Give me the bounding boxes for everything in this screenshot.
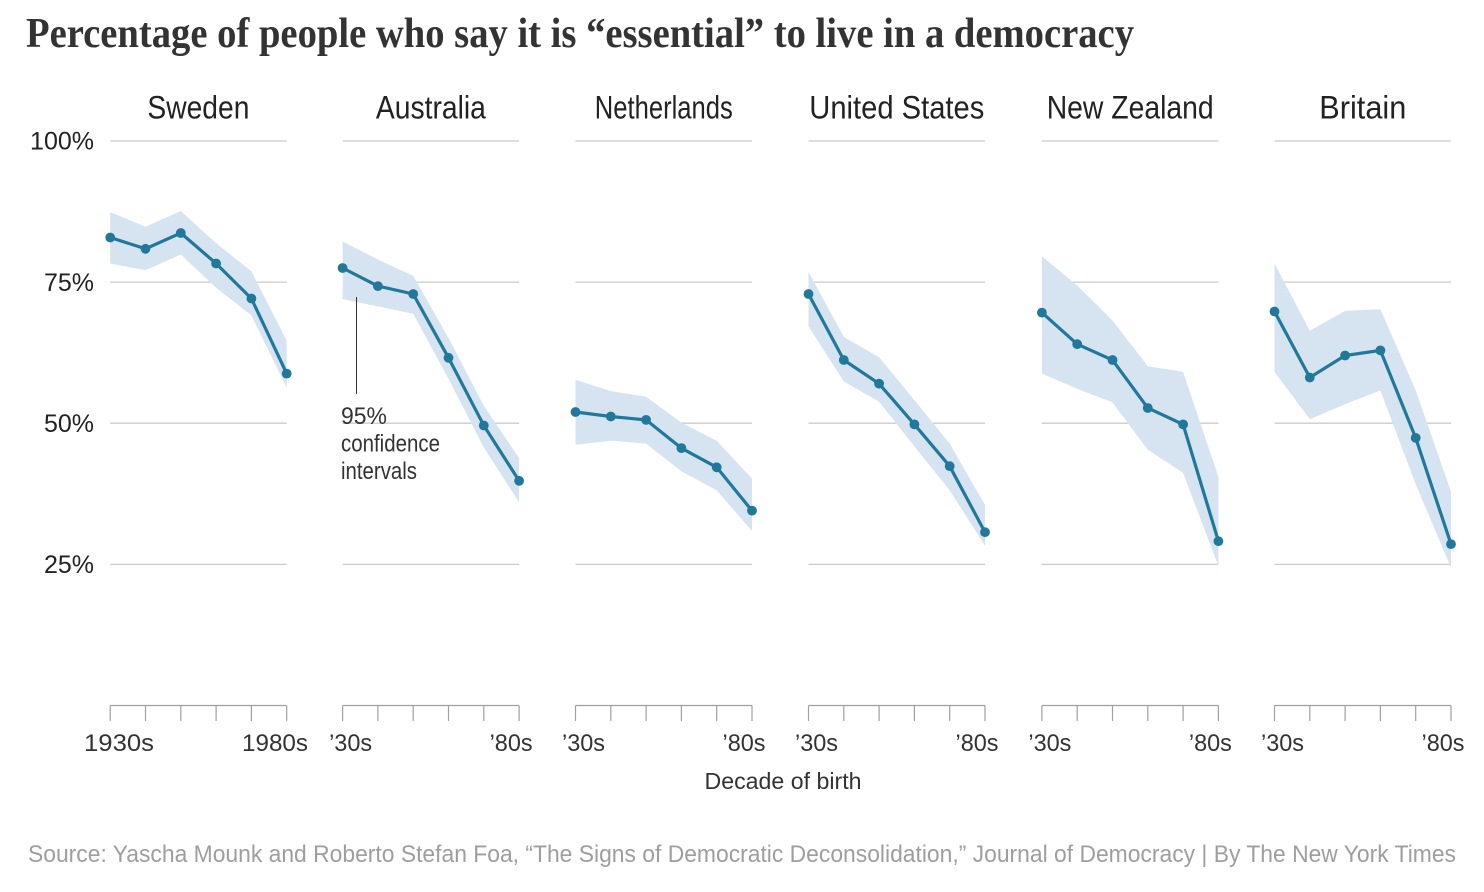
svg-text:’30s: ’30s xyxy=(795,730,838,757)
svg-text:New Zealand: New Zealand xyxy=(1047,90,1214,126)
svg-text:95%: 95% xyxy=(341,403,387,430)
svg-text:’80s: ’80s xyxy=(723,730,766,757)
svg-text:United States: United States xyxy=(809,90,984,126)
svg-text:Source: Yascha Mounk and Rober: Source: Yascha Mounk and Roberto Stefan … xyxy=(28,841,1456,868)
svg-text:’80s: ’80s xyxy=(1422,730,1465,757)
svg-text:1930s: 1930s xyxy=(84,730,154,757)
svg-text:’80s: ’80s xyxy=(1189,730,1232,757)
svg-text:’80s: ’80s xyxy=(956,730,999,757)
svg-text:’30s: ’30s xyxy=(1261,730,1304,757)
svg-text:’80s: ’80s xyxy=(490,730,533,757)
svg-text:confidence: confidence xyxy=(341,430,440,457)
svg-text:’30s: ’30s xyxy=(329,730,372,757)
svg-text:’30s: ’30s xyxy=(562,730,605,757)
svg-text:’30s: ’30s xyxy=(1028,730,1071,757)
svg-text:Australia: Australia xyxy=(376,90,486,126)
svg-text:25%: 25% xyxy=(44,551,94,579)
svg-text:Percentage of people who say i: Percentage of people who say it is “esse… xyxy=(26,11,1134,57)
svg-text:100%: 100% xyxy=(30,128,94,156)
svg-text:75%: 75% xyxy=(44,269,94,297)
svg-text:50%: 50% xyxy=(44,410,94,438)
svg-text:Netherlands: Netherlands xyxy=(595,90,733,126)
svg-text:Britain: Britain xyxy=(1319,90,1406,126)
svg-text:1980s: 1980s xyxy=(242,730,308,757)
svg-text:intervals: intervals xyxy=(341,458,417,485)
svg-text:Decade of birth: Decade of birth xyxy=(705,768,862,794)
svg-text:Sweden: Sweden xyxy=(147,90,249,126)
